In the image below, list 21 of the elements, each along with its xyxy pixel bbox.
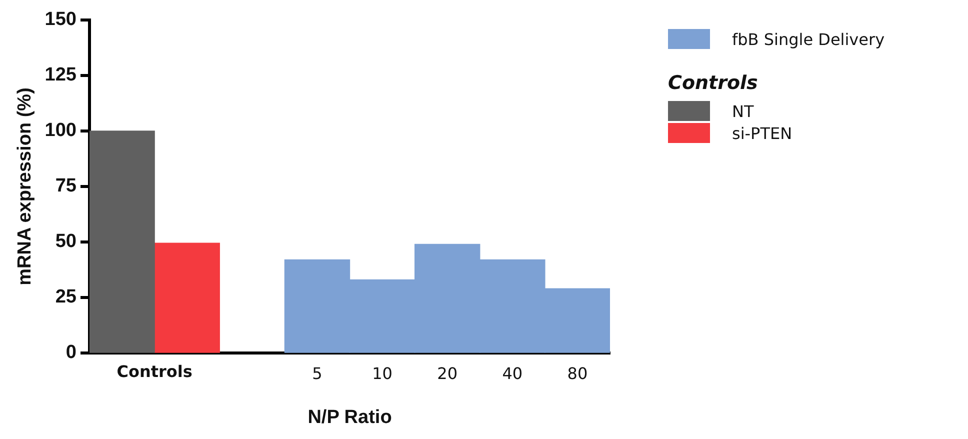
legend-title: Controls — [668, 72, 759, 94]
y-tick-label: 0 — [66, 342, 76, 364]
x-tick-label: 20 — [437, 364, 458, 383]
y-axis-title: mRNA expression (%) — [14, 88, 36, 286]
y-tick-label: 50 — [55, 231, 76, 252]
x-tick-label: 10 — [372, 364, 392, 383]
x-tick-label: 40 — [502, 364, 523, 383]
y-tick-label: 150 — [44, 9, 76, 30]
y-tick-label: 100 — [44, 120, 76, 142]
bar — [154, 242, 220, 353]
y-tick-label: 25 — [55, 286, 77, 308]
text: Controls — [116, 362, 192, 382]
y-tick-label: 75 — [55, 176, 77, 197]
legend-label: NT — [732, 102, 754, 120]
bar — [90, 130, 155, 353]
x-tick-label: 80 — [567, 364, 588, 383]
x-axis-title: N/P Ratio — [308, 406, 392, 428]
legend-label: si-PTEN — [732, 124, 792, 142]
y-tick-label: 125 — [44, 64, 77, 86]
x-tick-label: 5 — [312, 364, 322, 383]
legend-label: fbB Single Delivery — [732, 30, 885, 48]
